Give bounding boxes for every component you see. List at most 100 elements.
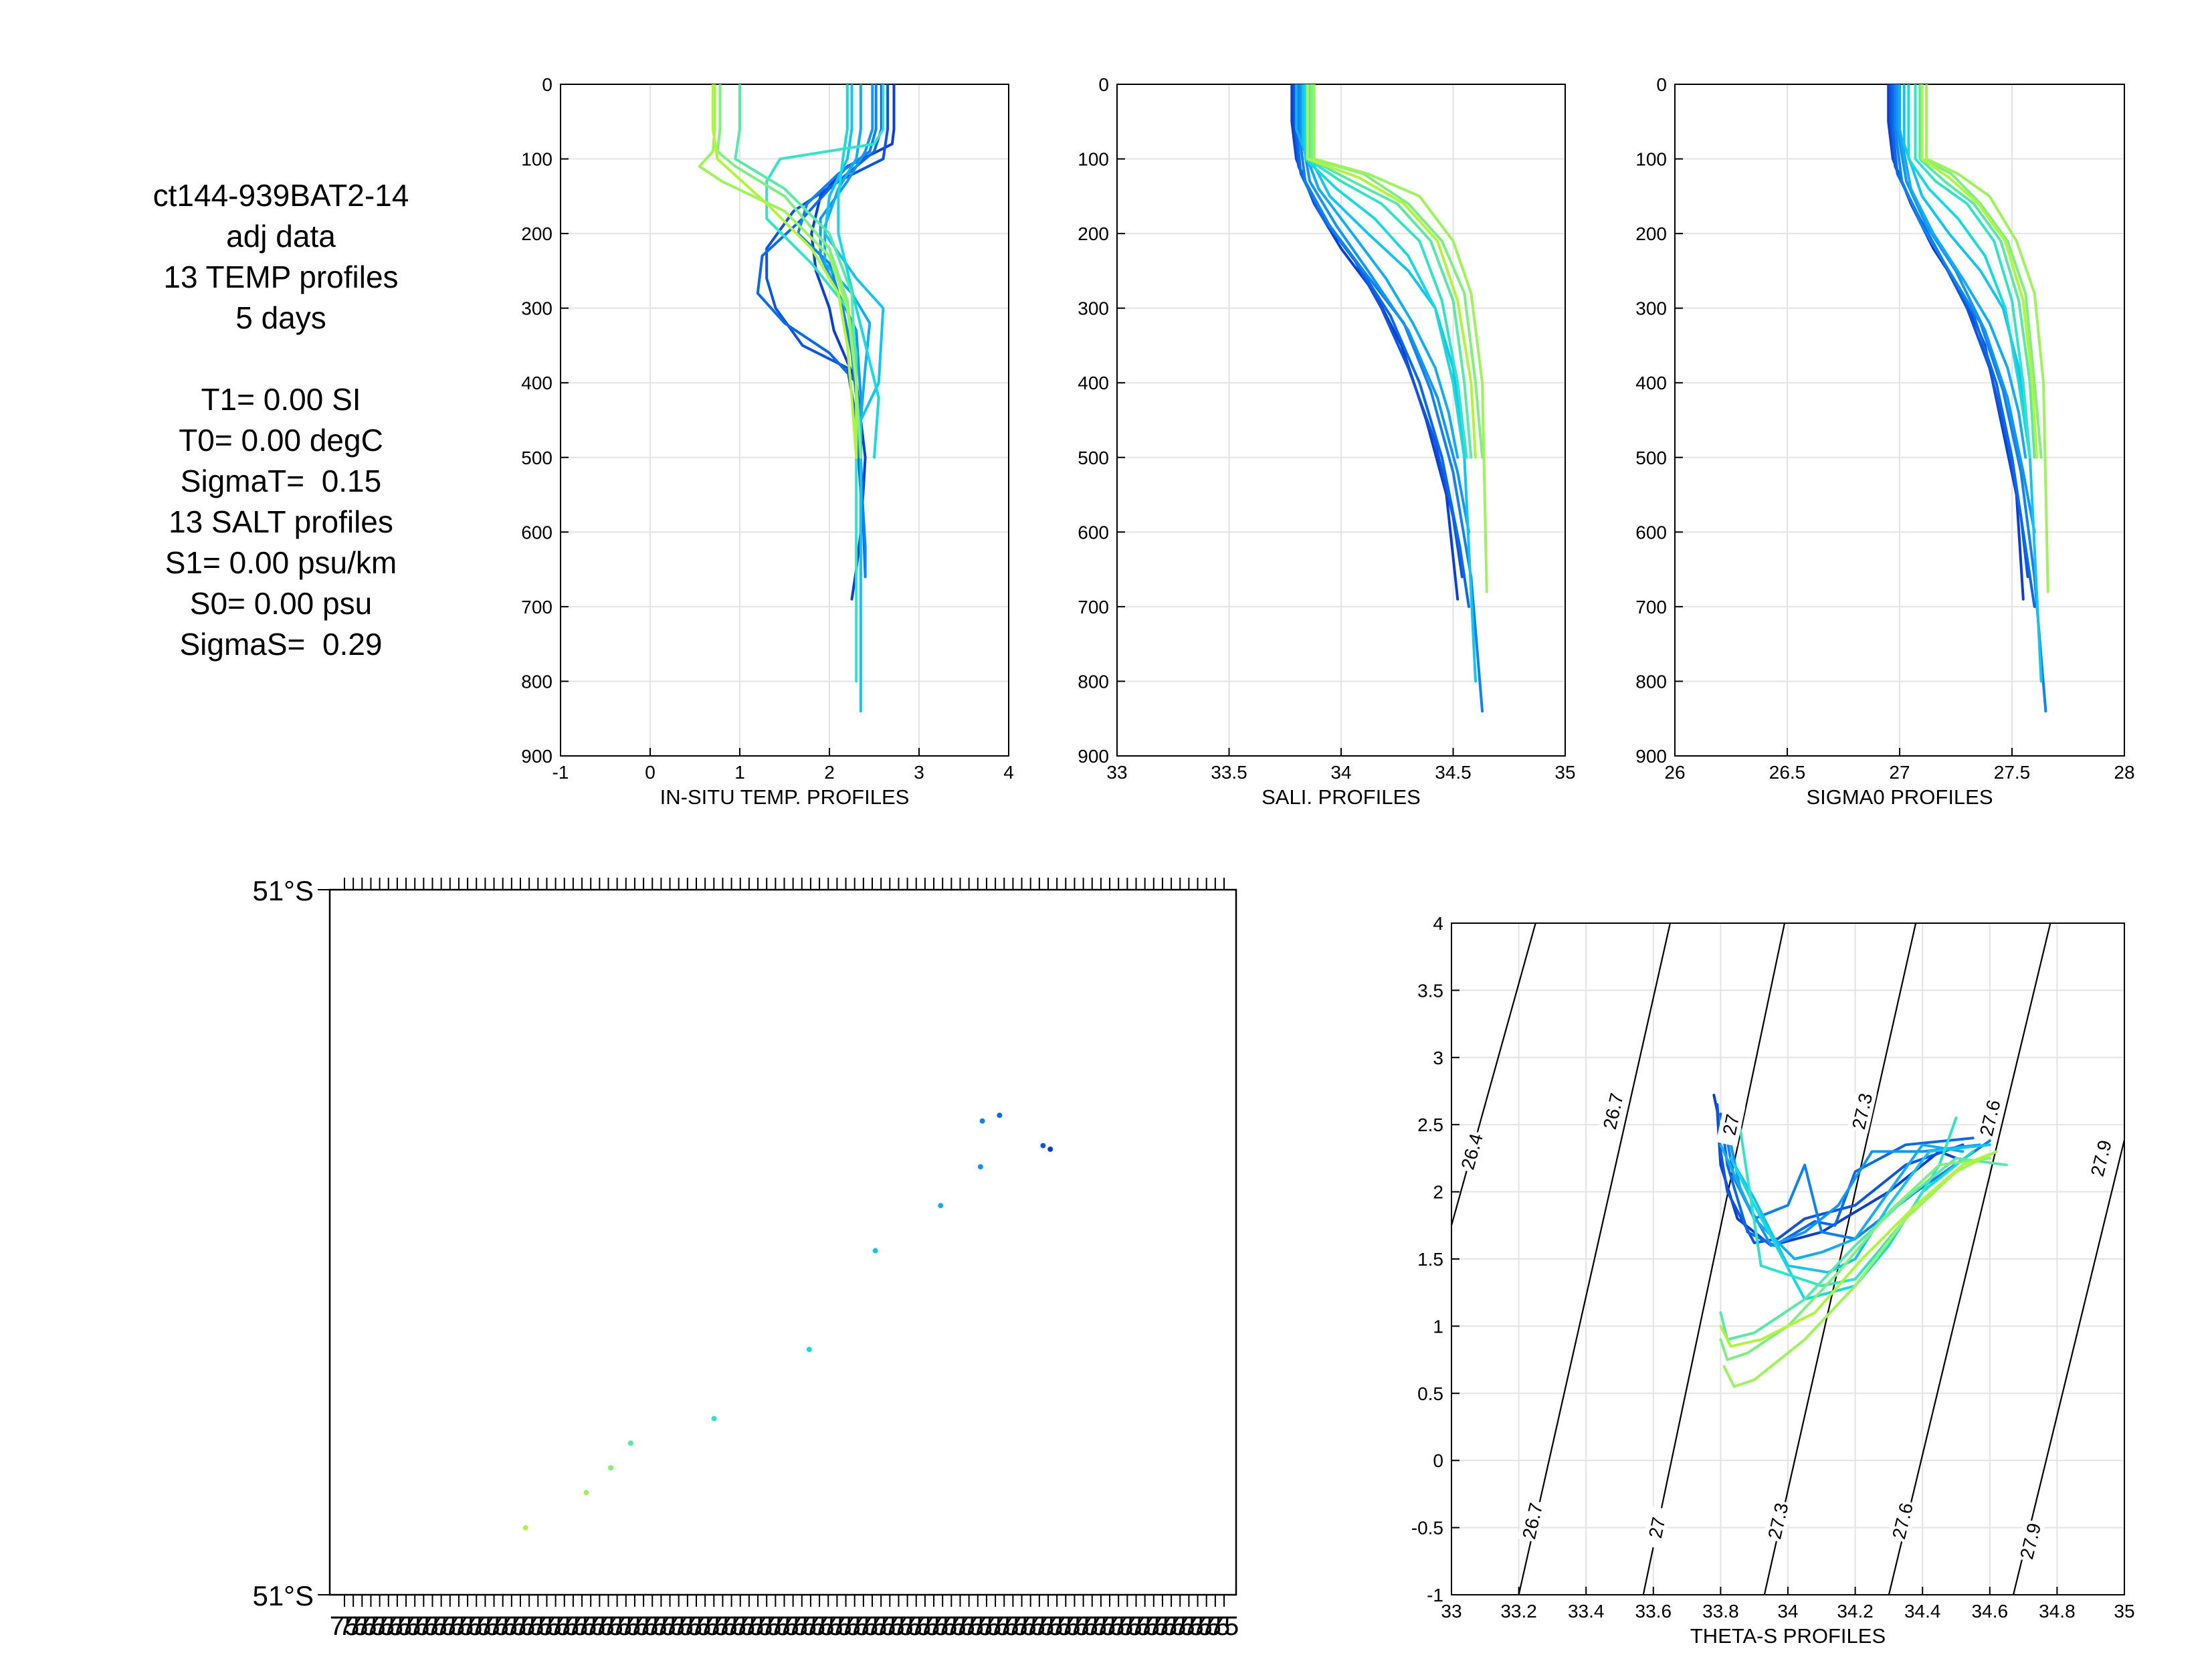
profile-line — [1914, 84, 2031, 459]
map-longitude-label: 75 — [1060, 1612, 1090, 1641]
x-tick-label: -1 — [552, 762, 569, 783]
y-tick-label: 300 — [1635, 298, 1667, 319]
profile-line — [1719, 1157, 1991, 1361]
map-longitude-label: 75 — [488, 1612, 518, 1641]
contour-label: 26.7 — [1518, 1501, 1546, 1541]
map-longitude-label: 75 — [919, 1612, 949, 1641]
y-tick-label: 200 — [1635, 223, 1667, 244]
density-contour-line — [1518, 923, 1672, 1595]
map-longitude-label: 75 — [892, 1612, 922, 1641]
info-line: 13 TEMP profiles — [163, 260, 399, 294]
y-tick-label: 400 — [1078, 373, 1109, 393]
y-tick-label: 100 — [1635, 149, 1667, 170]
profile-line — [1290, 84, 1460, 601]
y-tick-label: 700 — [1078, 597, 1109, 617]
map-longitude-label: 75 — [523, 1612, 553, 1641]
profile-location-dot — [608, 1465, 614, 1471]
profile-line — [734, 84, 862, 459]
map-longitude-label: 75 — [383, 1612, 413, 1641]
series-group — [698, 84, 896, 713]
map-longitude-label: 75 — [479, 1612, 509, 1641]
map-longitude-label: 75 — [576, 1612, 606, 1641]
map-longitude-label: 75 — [884, 1612, 914, 1641]
series-group — [1887, 84, 2049, 713]
map-longitude-label: 75 — [1165, 1612, 1195, 1641]
contour-label-bg — [1975, 1096, 2005, 1141]
map-longitude-label: 75 — [629, 1612, 659, 1641]
contour-label-bg — [1598, 1089, 1628, 1133]
map-longitude-label: 75 — [1078, 1612, 1108, 1641]
contour-label-bg — [1763, 1498, 1793, 1543]
map-longitude-label: 75 — [1051, 1612, 1081, 1641]
y-tick-label: 500 — [521, 448, 552, 468]
map-longitude-label: 75 — [1157, 1612, 1187, 1641]
x-tick-label: 33 — [1106, 762, 1127, 783]
x-tick-label: 27.5 — [1994, 762, 2031, 783]
map-longitude-label: 75 — [435, 1612, 466, 1641]
contour-label-bg — [1455, 1129, 1488, 1174]
map-longitude-label: 75 — [374, 1612, 404, 1641]
profile-line — [1722, 1150, 1998, 1388]
map-longitude-label: 75 — [1139, 1612, 1169, 1641]
profile-location-dot — [806, 1347, 812, 1353]
profile-line — [711, 84, 858, 459]
y-tick-label: 300 — [1078, 298, 1109, 319]
info-line: T1= 0.00 SI — [201, 382, 361, 417]
contour-label-bg — [1847, 1089, 1877, 1133]
y-tick-label: 200 — [1078, 223, 1109, 244]
map-longitude-label: 75 — [690, 1612, 720, 1641]
profile-line — [1297, 84, 1484, 713]
profile-line — [1295, 84, 1460, 459]
profile-line — [1306, 84, 1477, 459]
x-tick-label: 1 — [734, 762, 745, 783]
y-tick-label: 400 — [521, 373, 552, 393]
map-longitude-label: 75 — [752, 1612, 782, 1641]
y-tick-label: 600 — [1078, 522, 1109, 543]
map-longitude-label: 75 — [726, 1612, 756, 1641]
y-tick-label: 4 — [1433, 913, 1443, 934]
map-longitude-label: 75 — [1112, 1612, 1142, 1641]
profile-line — [1729, 1143, 1991, 1274]
info-line: SigmaS= 0.29 — [179, 627, 383, 662]
x-tick-label: 33.8 — [1702, 1601, 1739, 1622]
x-tick-label: 35 — [1554, 762, 1575, 783]
profile-panel-2: 26 26.5 27 27.5 28 0 100 200 300 400 500 600 700 800 9… — [1635, 74, 2134, 809]
profile-location-dot — [979, 1118, 985, 1124]
y-tick-label: -1 — [1427, 1585, 1443, 1605]
map-longitude-label: 75 — [813, 1612, 843, 1641]
profile-line — [1907, 84, 2031, 459]
y-tick-label: -0.5 — [1411, 1518, 1443, 1539]
map-longitude-label: 75 — [585, 1612, 615, 1641]
profile-line — [1925, 84, 2049, 593]
x-tick-label: 34.8 — [2039, 1601, 2076, 1622]
axes-frame — [560, 84, 1009, 757]
map-longitude-label: 75 — [998, 1612, 1028, 1641]
map-longitude-label: 75 — [1209, 1612, 1239, 1641]
map-longitude-label: 75 — [902, 1612, 932, 1641]
y-tick-label: 0 — [542, 74, 552, 95]
map-longitude-label: 75 — [972, 1612, 1002, 1641]
y-tick-label: 800 — [521, 671, 552, 692]
x-tick-label: 34.4 — [1904, 1601, 1941, 1622]
profile-line — [1306, 84, 1468, 459]
y-tick-label: 100 — [1078, 149, 1109, 170]
x-tick-label: 34.6 — [1972, 1601, 2009, 1622]
map-longitude-label: 75 — [637, 1612, 668, 1641]
x-axis-label: SIGMA0 PROFILES — [1806, 785, 1993, 809]
map-longitude-label: 75 — [805, 1612, 835, 1641]
y-tick-label: 600 — [1635, 522, 1667, 543]
map-longitude-label: 75 — [1025, 1612, 1055, 1641]
contour-label-bg — [2086, 1136, 2116, 1181]
map-longitude-label: 75 — [1104, 1612, 1134, 1641]
map-longitude-label: 75 — [391, 1612, 421, 1641]
contour-label: 26.4 — [1457, 1131, 1486, 1172]
y-tick-label: 1 — [1433, 1316, 1443, 1337]
profile-line — [1719, 1112, 1975, 1247]
x-axis-label: SALI. PROFILES — [1262, 785, 1421, 809]
map-longitude-label: 75 — [409, 1612, 439, 1641]
profile-location-dot — [627, 1440, 633, 1446]
map-longitude-label: 75 — [646, 1612, 676, 1641]
y-tick-label: 700 — [521, 597, 552, 617]
map-longitude-label: 75 — [743, 1612, 773, 1641]
